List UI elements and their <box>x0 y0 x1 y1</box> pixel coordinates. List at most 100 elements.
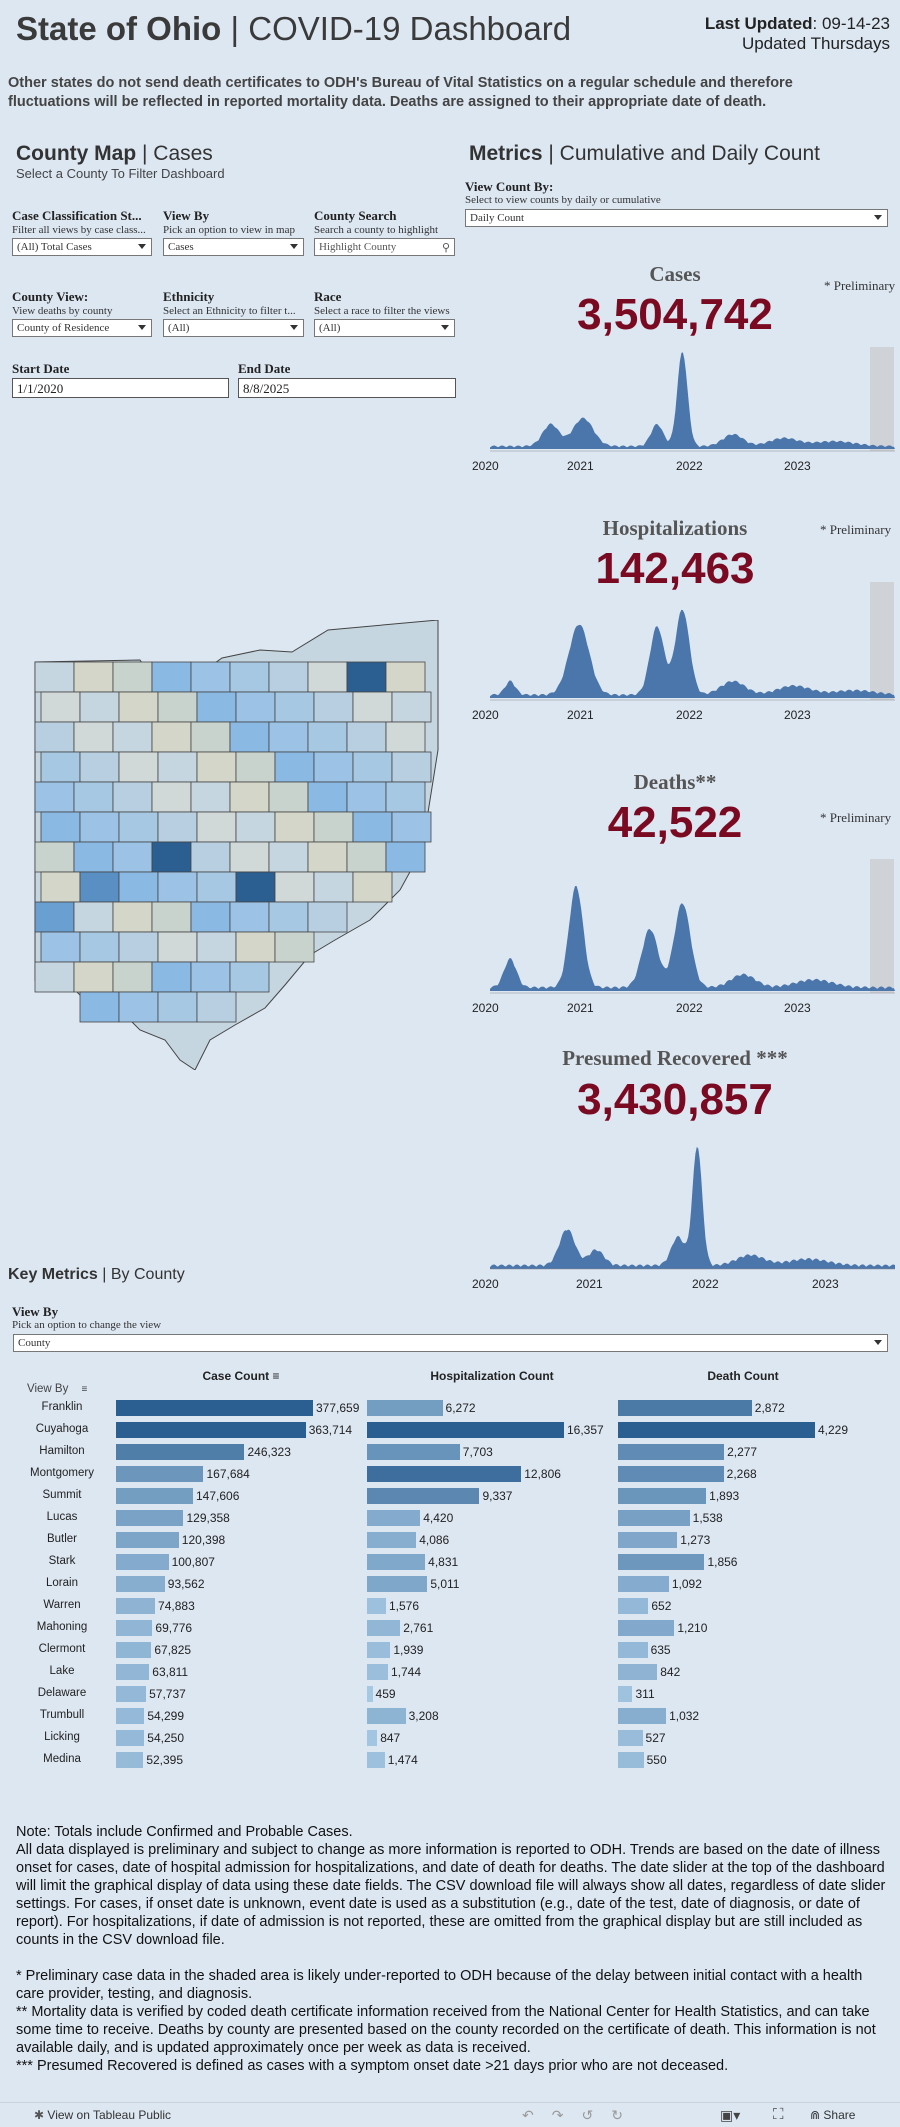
county-shape[interactable] <box>274 751 315 783</box>
recovered-timeline-chart[interactable] <box>470 1135 895 1271</box>
county-shape[interactable] <box>190 901 231 933</box>
hospitalization-count-bar[interactable] <box>367 1730 378 1746</box>
hospitalization-count-bar[interactable] <box>367 1466 522 1482</box>
case-count-bar[interactable] <box>116 1730 145 1746</box>
county-shape[interactable] <box>112 901 153 933</box>
hospitalization-count-header[interactable]: Hospitalization Count <box>430 1369 554 1383</box>
death-count-bar[interactable] <box>618 1466 724 1482</box>
table-row[interactable]: Butler 120,398 4,086 1,273 <box>0 1529 900 1551</box>
county-shape[interactable] <box>34 661 75 693</box>
county-shape[interactable] <box>118 751 159 783</box>
county-shape[interactable] <box>352 811 393 843</box>
county-shape[interactable] <box>274 931 315 963</box>
county-shape[interactable] <box>79 931 120 963</box>
death-count-bar[interactable] <box>618 1752 644 1768</box>
death-count-bar[interactable] <box>618 1730 643 1746</box>
case-count-bar[interactable] <box>116 1466 204 1482</box>
county-shape[interactable] <box>196 991 237 1023</box>
deaths-timeline-chart[interactable] <box>470 857 895 995</box>
county-shape[interactable] <box>79 811 120 843</box>
county-shape[interactable] <box>151 961 192 993</box>
county-shape[interactable] <box>313 691 354 723</box>
county-shape[interactable] <box>73 901 114 933</box>
county-shape[interactable] <box>346 721 387 753</box>
death-count-bar[interactable] <box>618 1664 658 1680</box>
county-shape[interactable] <box>73 721 114 753</box>
case-count-bar[interactable] <box>116 1532 179 1548</box>
county-shape[interactable] <box>352 871 393 903</box>
county-shape[interactable] <box>235 811 276 843</box>
death-count-bar[interactable] <box>618 1510 690 1526</box>
county-shape[interactable] <box>196 811 237 843</box>
table-row[interactable]: Delaware 57,737 459 311 <box>0 1683 900 1705</box>
county-view-dropdown[interactable]: County of Residence <box>12 319 152 337</box>
table-row[interactable]: Hamilton 246,323 7,703 2,277 <box>0 1441 900 1463</box>
death-count-bar[interactable] <box>618 1620 675 1636</box>
table-row[interactable]: Stark 100,807 4,831 1,856 <box>0 1551 900 1573</box>
county-shape[interactable] <box>118 811 159 843</box>
death-count-bar[interactable] <box>618 1422 815 1438</box>
county-shape[interactable] <box>118 691 159 723</box>
county-shape[interactable] <box>385 721 426 753</box>
view-count-dropdown[interactable]: Daily Count <box>465 209 888 227</box>
county-shape[interactable] <box>313 871 354 903</box>
case-count-bar[interactable] <box>116 1422 306 1438</box>
county-shape[interactable] <box>190 781 231 813</box>
county-shape[interactable] <box>196 751 237 783</box>
case-classification-dropdown[interactable]: (All) Total Cases <box>12 238 152 256</box>
table-row[interactable]: Clermont 67,825 1,939 635 <box>0 1639 900 1661</box>
table-row[interactable]: Summit 147,606 9,337 1,893 <box>0 1485 900 1507</box>
county-shape[interactable] <box>157 991 198 1023</box>
county-shape[interactable] <box>352 691 393 723</box>
view-on-tableau-link[interactable]: ✱ View on Tableau Public <box>34 2108 171 2122</box>
county-shape[interactable] <box>34 841 75 873</box>
case-count-bar[interactable] <box>116 1444 245 1460</box>
county-shape[interactable] <box>157 751 198 783</box>
ethnicity-dropdown[interactable]: (All) <box>163 319 304 337</box>
county-shape[interactable] <box>112 661 153 693</box>
table-row[interactable]: Mahoning 69,776 2,761 1,210 <box>0 1617 900 1639</box>
start-date-input[interactable]: 1/1/2020 <box>12 378 229 398</box>
case-count-bar[interactable] <box>116 1686 147 1702</box>
county-shape[interactable] <box>79 991 120 1023</box>
county-shape[interactable] <box>73 661 114 693</box>
county-shape[interactable] <box>268 661 309 693</box>
case-count-bar[interactable] <box>116 1620 153 1636</box>
county-shape[interactable] <box>118 871 159 903</box>
hospitalization-count-bar[interactable] <box>367 1752 385 1768</box>
county-shape[interactable] <box>196 871 237 903</box>
county-table[interactable]: Franklin 377,659 6,272 2,872 Cuyahoga 363,714… <box>0 1397 900 1782</box>
county-shape[interactable] <box>34 721 75 753</box>
redo-icon[interactable]: ↷ <box>551 2107 582 2123</box>
county-shape[interactable] <box>307 841 348 873</box>
death-count-bar[interactable] <box>618 1642 648 1658</box>
county-shape[interactable] <box>112 841 153 873</box>
county-shape[interactable] <box>313 811 354 843</box>
death-count-header[interactable]: Death Count <box>707 1369 779 1383</box>
hospitalization-count-bar[interactable] <box>367 1444 460 1460</box>
county-shape[interactable] <box>307 901 348 933</box>
county-shape[interactable] <box>346 781 387 813</box>
county-shape[interactable] <box>79 751 120 783</box>
cases-timeline-chart[interactable] <box>470 345 895 453</box>
hospitalization-count-bar[interactable] <box>367 1686 373 1702</box>
county-shape[interactable] <box>157 811 198 843</box>
county-shape[interactable] <box>307 721 348 753</box>
death-count-bar[interactable] <box>618 1686 633 1702</box>
death-count-bar[interactable] <box>618 1488 707 1504</box>
county-shape[interactable] <box>235 691 276 723</box>
ohio-county-map[interactable] <box>30 620 440 1070</box>
death-count-bar[interactable] <box>618 1576 669 1592</box>
case-count-bar[interactable] <box>116 1598 156 1614</box>
county-shape[interactable] <box>391 751 432 783</box>
county-shape[interactable] <box>307 661 348 693</box>
county-shape[interactable] <box>157 931 198 963</box>
county-shape[interactable] <box>40 751 81 783</box>
county-shape[interactable] <box>229 961 270 993</box>
death-count-bar[interactable] <box>618 1532 678 1548</box>
county-shape[interactable] <box>229 721 270 753</box>
table-row[interactable]: Lucas 129,358 4,420 1,538 <box>0 1507 900 1529</box>
county-shape[interactable] <box>268 901 309 933</box>
county-shape[interactable] <box>391 691 432 723</box>
county-shape[interactable] <box>346 661 387 693</box>
